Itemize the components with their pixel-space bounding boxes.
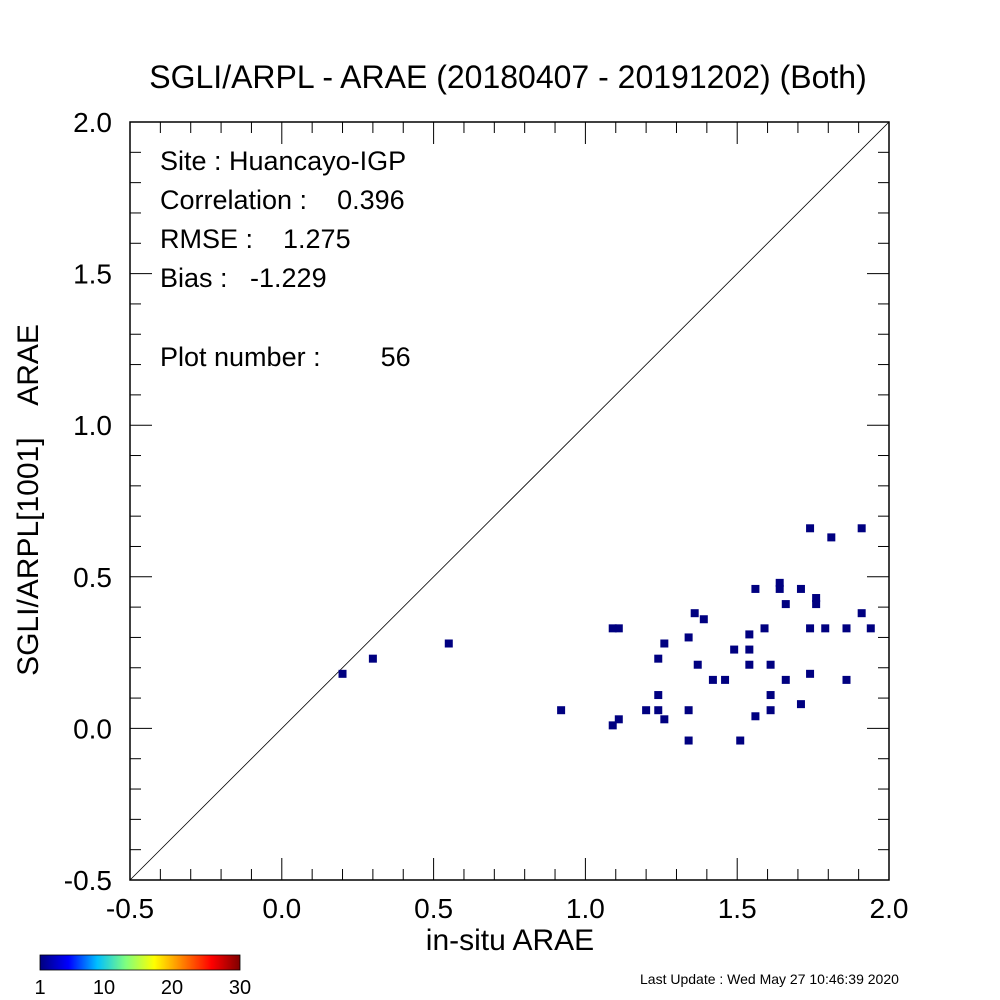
stat-bias: Bias : -1.229 <box>160 263 327 293</box>
colorbar <box>39 954 241 971</box>
x-tick-label: 0.0 <box>262 893 301 924</box>
y-axis-label: SGLI/ARPL[1001] ARAE <box>12 324 45 676</box>
data-point <box>654 691 663 700</box>
data-point <box>693 660 702 669</box>
data-point <box>642 706 651 715</box>
chart-title: SGLI/ARPL - ARAE (20180407 - 20191202) (… <box>149 59 866 95</box>
colorbar-label: 20 <box>161 977 183 999</box>
data-point <box>745 630 754 639</box>
data-point <box>866 624 875 633</box>
colorbar-label: 10 <box>93 977 115 999</box>
data-point <box>444 639 453 648</box>
data-point <box>812 594 821 603</box>
data-point <box>857 609 866 618</box>
data-point <box>760 624 769 633</box>
data-point <box>806 624 815 633</box>
colorbar-label: 30 <box>229 977 251 999</box>
data-point <box>766 706 775 715</box>
data-point <box>857 524 866 533</box>
stat-site: Site : Huancayo-IGP <box>160 146 406 176</box>
data-point <box>368 654 377 663</box>
data-point <box>781 600 790 609</box>
data-point <box>684 736 693 745</box>
plot-frame <box>129 121 890 881</box>
data-point <box>614 624 623 633</box>
data-point <box>557 706 566 715</box>
y-tick-labels: -0.5 0.0 0.5 1.0 1.5 2.0 <box>64 107 112 896</box>
data-point <box>745 645 754 654</box>
stat-rmse: RMSE : 1.275 <box>160 224 351 254</box>
data-point <box>827 533 836 542</box>
data-point <box>796 584 805 593</box>
data-point <box>812 600 821 609</box>
data-point <box>660 639 669 648</box>
data-point <box>660 715 669 724</box>
y-tick-label: 0.5 <box>73 562 112 593</box>
data-point <box>699 615 708 624</box>
data-point <box>721 675 730 684</box>
y-tick-label: 1.0 <box>73 410 112 441</box>
data-point <box>614 715 623 724</box>
y-tick-label: 1.5 <box>73 259 112 290</box>
data-point <box>654 706 663 715</box>
data-point <box>338 669 347 678</box>
data-point <box>781 675 790 684</box>
data-point <box>842 675 851 684</box>
data-point <box>821 624 830 633</box>
data-point <box>775 584 784 593</box>
x-tick-label: 1.5 <box>718 893 757 924</box>
data-point <box>690 609 699 618</box>
y-tick-label: 0.0 <box>73 713 112 744</box>
data-point <box>608 624 617 633</box>
data-point <box>842 624 851 633</box>
colorbar-label: 1 <box>34 977 45 999</box>
x-tick-label: 1.0 <box>566 893 605 924</box>
data-point <box>796 700 805 709</box>
axis-ticks <box>129 121 890 881</box>
data-point <box>684 706 693 715</box>
data-point <box>608 721 617 730</box>
data-point <box>766 691 775 700</box>
x-axis-label: in-situ ARAE <box>426 924 594 957</box>
stat-correlation: Correlation : 0.396 <box>160 185 405 215</box>
data-point <box>751 712 760 721</box>
x-tick-label: -0.5 <box>106 893 154 924</box>
data-point <box>806 524 815 533</box>
stat-plot-number: Plot number : 56 <box>160 342 411 372</box>
data-point <box>684 633 693 642</box>
data-points <box>338 524 875 745</box>
one-to-one-line <box>129 121 890 881</box>
x-tick-label: 2.0 <box>870 893 909 924</box>
x-tick-labels: -0.5 0.0 0.5 1.0 1.5 2.0 <box>106 893 909 924</box>
data-point <box>751 584 760 593</box>
data-point <box>654 654 663 663</box>
data-point <box>766 660 775 669</box>
data-point <box>736 736 745 745</box>
colorbar-labels: 1 10 20 30 <box>34 977 251 999</box>
data-point <box>775 578 784 587</box>
data-point <box>730 645 739 654</box>
last-update-text: Last Update : Wed May 27 10:46:39 2020 <box>640 971 899 987</box>
y-tick-label: -0.5 <box>64 865 112 896</box>
y-tick-label: 2.0 <box>73 107 112 138</box>
data-point <box>806 669 815 678</box>
data-point <box>745 660 754 669</box>
x-tick-label: 0.5 <box>414 893 453 924</box>
data-point <box>708 675 717 684</box>
